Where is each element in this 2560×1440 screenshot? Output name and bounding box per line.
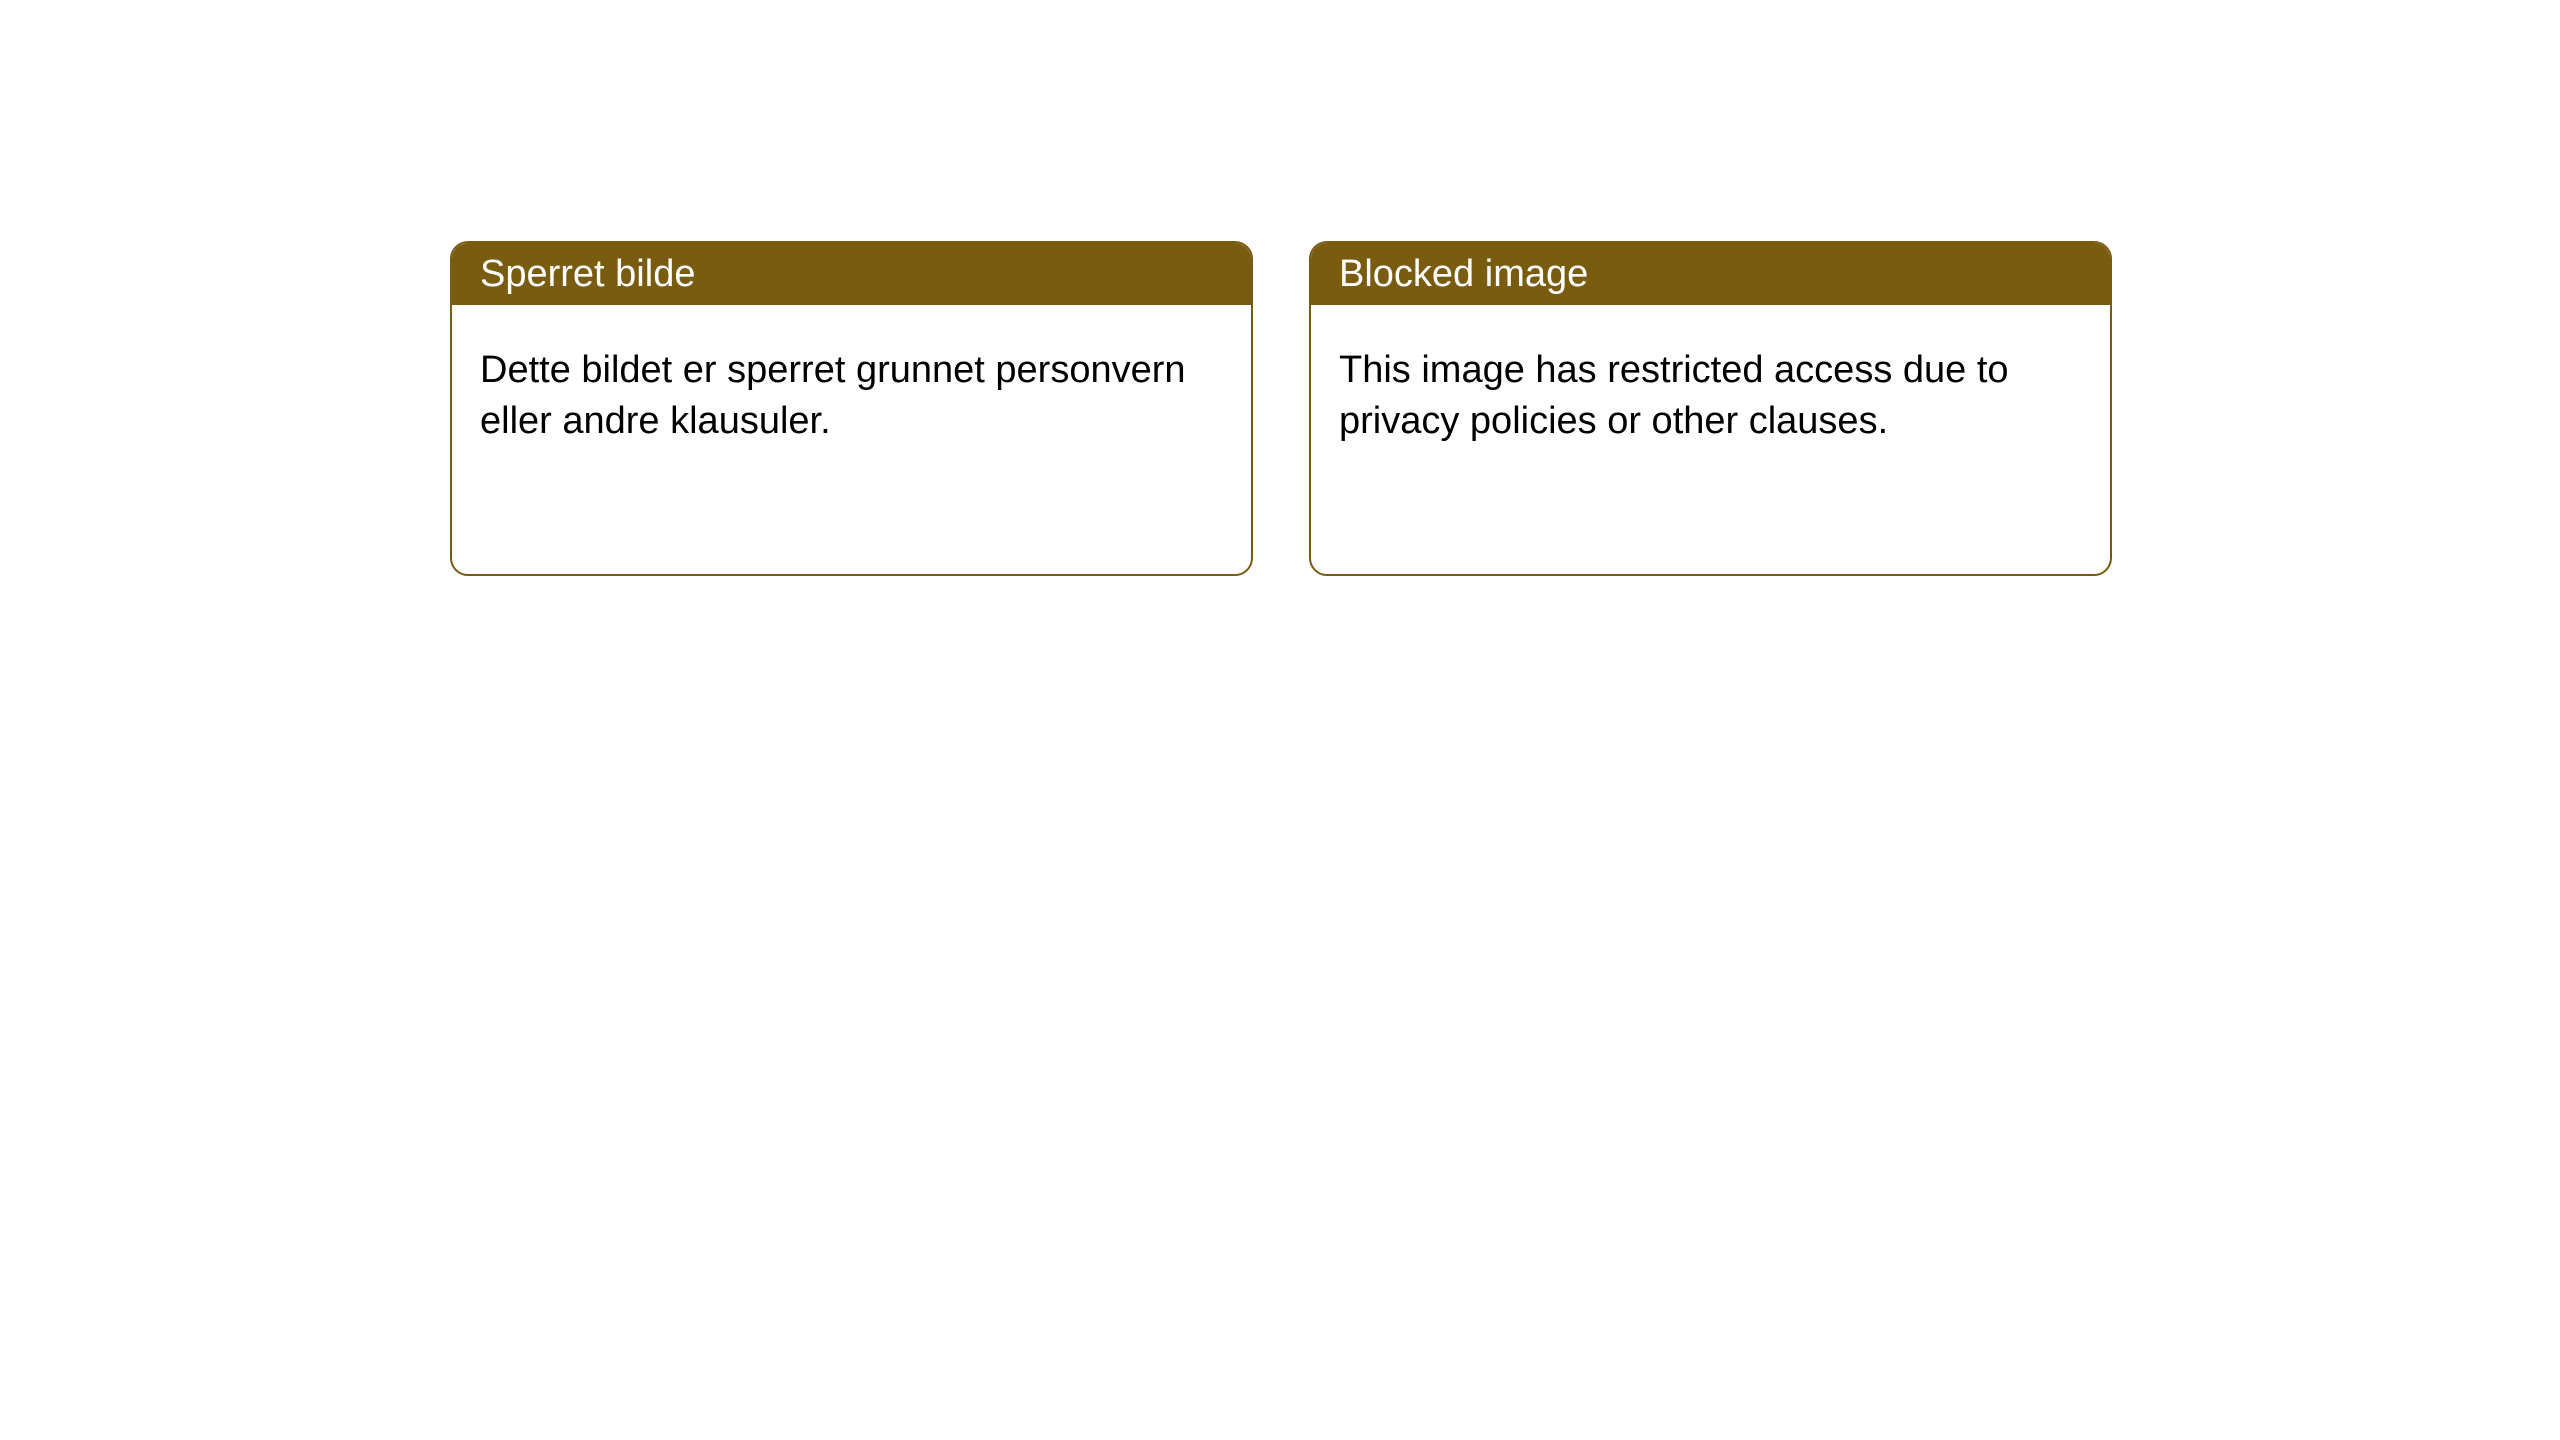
card-body: This image has restricted access due to … bbox=[1311, 305, 2110, 488]
card-body: Dette bildet er sperret grunnet personve… bbox=[452, 305, 1251, 488]
card-header: Blocked image bbox=[1311, 243, 2110, 305]
notice-card-norwegian: Sperret bilde Dette bildet er sperret gr… bbox=[450, 241, 1253, 576]
card-title: Sperret bilde bbox=[480, 253, 695, 296]
notice-card-english: Blocked image This image has restricted … bbox=[1309, 241, 2112, 576]
card-header: Sperret bilde bbox=[452, 243, 1251, 305]
card-body-text: Dette bildet er sperret grunnet personve… bbox=[480, 349, 1186, 442]
card-body-text: This image has restricted access due to … bbox=[1339, 349, 2009, 442]
card-title: Blocked image bbox=[1339, 253, 1588, 296]
notice-cards-container: Sperret bilde Dette bildet er sperret gr… bbox=[0, 0, 2560, 576]
